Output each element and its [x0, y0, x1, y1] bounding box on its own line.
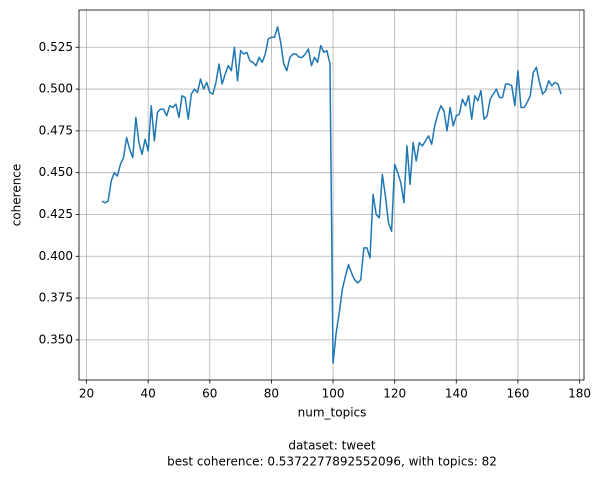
- y-tick-label: 0.350: [39, 332, 73, 346]
- y-tick-label: 0.525: [39, 40, 73, 54]
- caption-line: dataset: tweet: [288, 439, 376, 453]
- y-tick-label: 0.475: [39, 123, 73, 137]
- x-tick-label: 120: [383, 387, 406, 401]
- y-tick-label: 0.425: [39, 207, 73, 221]
- y-tick-label: 0.450: [39, 165, 73, 179]
- y-tick-label: 0.400: [39, 249, 73, 263]
- x-tick-label: 20: [79, 387, 94, 401]
- y-tick-label: 0.500: [39, 82, 73, 96]
- caption-line: best coherence: 0.5372277892552096, with…: [167, 455, 497, 469]
- x-tick-label: 160: [506, 387, 529, 401]
- x-axis-label: num_topics: [298, 406, 367, 420]
- plot-frame: [78, 9, 585, 381]
- x-tick-label: 180: [568, 387, 591, 401]
- x-tick-label: 140: [445, 387, 468, 401]
- x-tick-label: 100: [322, 387, 345, 401]
- line-series: [101, 26, 562, 365]
- y-tick-label: 0.375: [39, 291, 73, 305]
- x-tick-label: 60: [202, 387, 217, 401]
- x-tick-label: 40: [141, 387, 156, 401]
- x-tick-label: 80: [264, 387, 279, 401]
- y-axis-label: coherence: [10, 164, 24, 227]
